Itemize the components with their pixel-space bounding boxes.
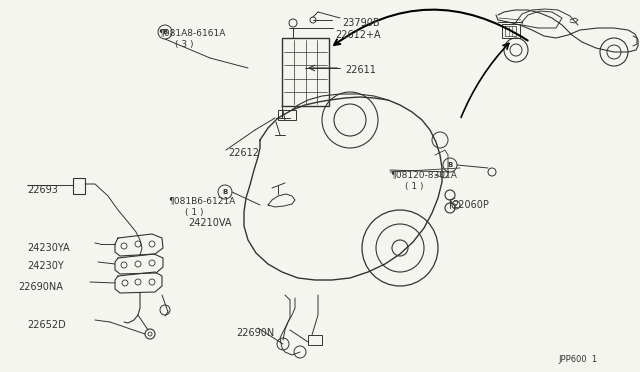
Text: 22611: 22611	[345, 65, 376, 75]
Bar	[282, 38, 329, 106]
Text: 22060P: 22060P	[452, 200, 489, 210]
Text: 22690N: 22690N	[236, 328, 275, 338]
Text: 23790B: 23790B	[342, 18, 380, 28]
Text: ¶081B6-6121A: ¶081B6-6121A	[168, 196, 236, 205]
Text: ( 3 ): ( 3 )	[175, 40, 193, 49]
Text: ¶081A8-6161A: ¶081A8-6161A	[158, 28, 225, 37]
Text: B: B	[163, 29, 168, 35]
Text: ¶08120-8301A: ¶08120-8301A	[390, 170, 457, 179]
Text: ( 1 ): ( 1 )	[185, 208, 204, 217]
Text: 22652D: 22652D	[27, 320, 66, 330]
Text: B: B	[222, 189, 228, 195]
Text: 22612: 22612	[228, 148, 259, 158]
Bar	[308, 335, 322, 345]
Text: 24210VA: 24210VA	[188, 218, 232, 228]
Text: 22612+A: 22612+A	[335, 30, 381, 40]
Text: 24230Y: 24230Y	[27, 261, 64, 271]
Bar	[278, 110, 296, 120]
Bar	[73, 178, 85, 194]
Bar	[502, 24, 520, 38]
Text: 24230YA: 24230YA	[27, 243, 70, 253]
Text: 22693: 22693	[27, 185, 58, 195]
Text: JPP600  1: JPP600 1	[558, 355, 597, 364]
Text: ( 1 ): ( 1 )	[405, 182, 424, 191]
Text: B: B	[447, 162, 452, 168]
Text: 22690NA: 22690NA	[18, 282, 63, 292]
